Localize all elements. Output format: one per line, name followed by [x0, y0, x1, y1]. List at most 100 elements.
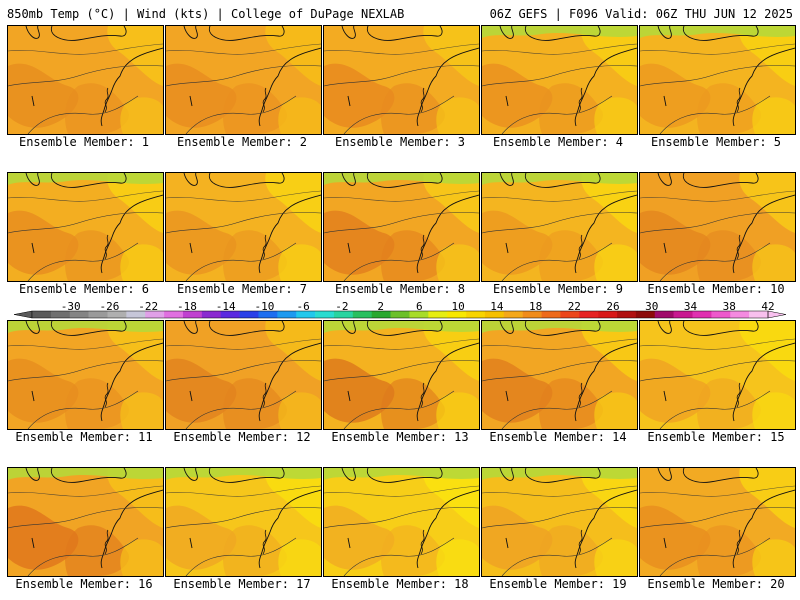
colorbar-tick-label: -18 [177, 302, 197, 313]
colorbar-tick-label: 34 [684, 302, 698, 313]
colorbar-swatch [409, 311, 429, 318]
colorbar-tick-label: 22 [568, 302, 581, 313]
colorbar-tick-label: -30 [61, 302, 81, 313]
colorbar-swatch [560, 311, 580, 318]
ensemble-map-panel [639, 25, 796, 135]
colorbar-swatch [145, 311, 165, 318]
ensemble-map-panel [7, 467, 164, 577]
colorbar-swatch [466, 311, 486, 318]
ensemble-member-label: Ensemble Member: 6 [18, 282, 150, 296]
ensemble-member-label: Ensemble Member: 1 [18, 135, 150, 149]
colorbar-tick-label: 26 [606, 302, 619, 313]
colorbar-swatch [598, 311, 618, 318]
colorbar-swatch [239, 311, 259, 318]
chart-title: 850mb Temp (°C) | Wind (kts) | College o… [7, 7, 405, 21]
colorbar-tick-label: -14 [216, 302, 236, 313]
colorbar-swatch [371, 311, 391, 318]
ensemble-map-panel [323, 25, 480, 135]
colorbar-swatch [654, 311, 674, 318]
ensemble-map-panel [7, 320, 164, 430]
ensemble-map-panel [481, 25, 638, 135]
temperature-map [8, 26, 163, 134]
colorbar-tick-label: 30 [645, 302, 658, 313]
colorbar-tick-label: 10 [451, 302, 464, 313]
ensemble-member-label: Ensemble Member: 11 [15, 430, 153, 444]
colorbar-swatch [692, 311, 712, 318]
colorbar-swatch [635, 311, 656, 318]
ensemble-member-label: Ensemble Member: 10 [647, 282, 785, 296]
colorbar-tick-label: -10 [254, 302, 274, 313]
ensemble-member-label: Ensemble Member: 4 [492, 135, 624, 149]
colorbar-swatch [730, 311, 750, 318]
ensemble-member-label: Ensemble Member: 9 [492, 282, 624, 296]
colorbar-swatch [107, 311, 127, 318]
ensemble-map-panel [481, 320, 638, 430]
colorbar-swatch [32, 311, 52, 318]
ensemble-member-label: Ensemble Member: 7 [176, 282, 308, 296]
colorbar-swatch [484, 311, 505, 318]
colorbar-swatch [447, 311, 467, 318]
ensemble-map-panel [7, 172, 164, 282]
ensemble-member-label: Ensemble Member: 19 [489, 577, 627, 591]
temperature-map [8, 468, 163, 576]
ensemble-map-panel [165, 320, 322, 430]
ensemble-map-panel [165, 25, 322, 135]
colorbar-swatch [69, 311, 89, 318]
ensemble-member-label: Ensemble Member: 2 [176, 135, 308, 149]
colorbar-tick-label: 38 [723, 302, 736, 313]
colorbar-tick-label: 14 [490, 302, 504, 313]
temperature-map [482, 468, 637, 576]
ensemble-member-label: Ensemble Member: 18 [331, 577, 469, 591]
colorbar-tick-label: 42 [761, 302, 774, 313]
ensemble-map-panel [481, 467, 638, 577]
colorbar-swatch [711, 311, 731, 318]
colorbar-tick-label: -26 [100, 302, 120, 313]
colorbar-swatch [88, 311, 108, 318]
ensemble-map-panel [639, 320, 796, 430]
temperature-map [324, 26, 479, 134]
colorbar-swatch [617, 311, 637, 318]
ensemble-member-label: Ensemble Member: 17 [173, 577, 311, 591]
colorbar-tick-label: 2 [377, 302, 384, 313]
colorbar-swatch [390, 311, 410, 318]
ensemble-map-panel [323, 320, 480, 430]
colorbar-swatch [333, 311, 354, 318]
colorbar-swatch [277, 311, 297, 318]
colorbar-swatch [182, 311, 203, 318]
ensemble-map-panel [165, 467, 322, 577]
colorbar-swatch [315, 311, 335, 318]
colorbar-tick-label: 6 [416, 302, 423, 313]
colorbar-swatch [164, 311, 184, 318]
temperature-map [324, 321, 479, 429]
run-valid-time: 06Z GEFS | F096 Valid: 06Z THU JUN 12 20… [489, 7, 793, 21]
colorbar-min-arrow [14, 310, 33, 319]
temperature-map [640, 173, 795, 281]
ensemble-map-panel [639, 172, 796, 282]
colorbar-swatch [220, 311, 240, 318]
colorbar-swatch [428, 311, 448, 318]
ensemble-member-label: Ensemble Member: 8 [334, 282, 466, 296]
colorbar-swatch [503, 311, 523, 318]
ensemble-map-panel [481, 172, 638, 282]
colorbar-swatch [541, 311, 561, 318]
temperature-map [8, 173, 163, 281]
temperature-map [324, 173, 479, 281]
ensemble-member-label: Ensemble Member: 13 [331, 430, 469, 444]
ensemble-map-panel [7, 25, 164, 135]
temperature-map [482, 173, 637, 281]
ensemble-member-label: Ensemble Member: 5 [650, 135, 782, 149]
temperature-map [640, 468, 795, 576]
ensemble-map-panel [639, 467, 796, 577]
colorbar-tick-label: 18 [529, 302, 542, 313]
temperature-map [324, 468, 479, 576]
colorbar-swatch [579, 311, 599, 318]
temperature-map [482, 321, 637, 429]
colorbar-tick-label: -6 [297, 302, 310, 313]
ensemble-member-label: Ensemble Member: 12 [173, 430, 311, 444]
ensemble-member-label: Ensemble Member: 16 [15, 577, 153, 591]
colorbar-swatch [258, 311, 278, 318]
temperature-map [166, 468, 321, 576]
ensemble-map-panel [323, 467, 480, 577]
colorbar-swatch [201, 311, 222, 318]
temperature-colorbar: -30 -26 -22 -18 -14 -10 -6 -2 2 6 10 14 18 22 26 30 34 38… [14, 302, 786, 319]
